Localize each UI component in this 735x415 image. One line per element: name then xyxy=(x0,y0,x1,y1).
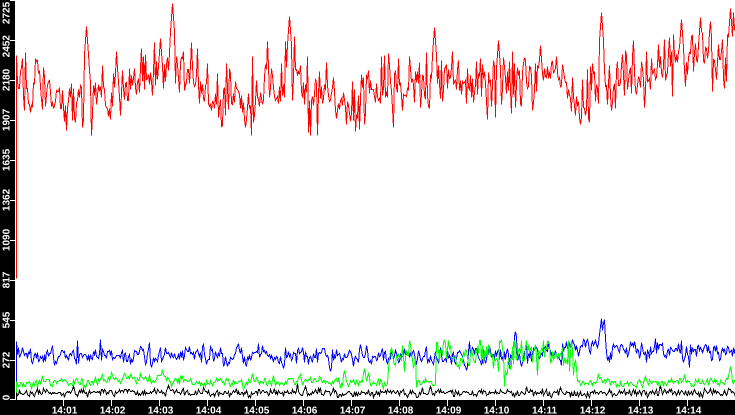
svg-text:14:05: 14:05 xyxy=(244,406,270,415)
svg-text:14:10: 14:10 xyxy=(484,406,510,415)
svg-text:2180: 2180 xyxy=(1,68,12,91)
svg-text:1090: 1090 xyxy=(1,228,12,251)
svg-text:1907: 1907 xyxy=(1,108,12,131)
svg-text:545: 545 xyxy=(1,311,12,328)
svg-text:14:12: 14:12 xyxy=(580,406,606,415)
svg-text:14:07: 14:07 xyxy=(340,406,366,415)
svg-text:14:02: 14:02 xyxy=(100,406,126,415)
svg-text:14:04: 14:04 xyxy=(196,406,222,415)
svg-text:2452: 2452 xyxy=(1,35,12,58)
svg-text:1635: 1635 xyxy=(1,148,12,171)
svg-text:2725: 2725 xyxy=(1,1,12,24)
svg-text:14:14: 14:14 xyxy=(676,406,702,415)
svg-text:272: 272 xyxy=(1,351,12,368)
svg-text:817: 817 xyxy=(1,271,12,288)
svg-text:14:09: 14:09 xyxy=(436,406,462,415)
svg-text:0: 0 xyxy=(1,394,12,400)
svg-text:14:06: 14:06 xyxy=(292,406,318,415)
svg-text:1362: 1362 xyxy=(1,188,12,211)
svg-text:14:01: 14:01 xyxy=(52,406,78,415)
svg-text:14:11: 14:11 xyxy=(532,406,557,415)
svg-text:14:13: 14:13 xyxy=(628,406,654,415)
svg-text:14:08: 14:08 xyxy=(388,406,414,415)
svg-text:14:03: 14:03 xyxy=(148,406,174,415)
